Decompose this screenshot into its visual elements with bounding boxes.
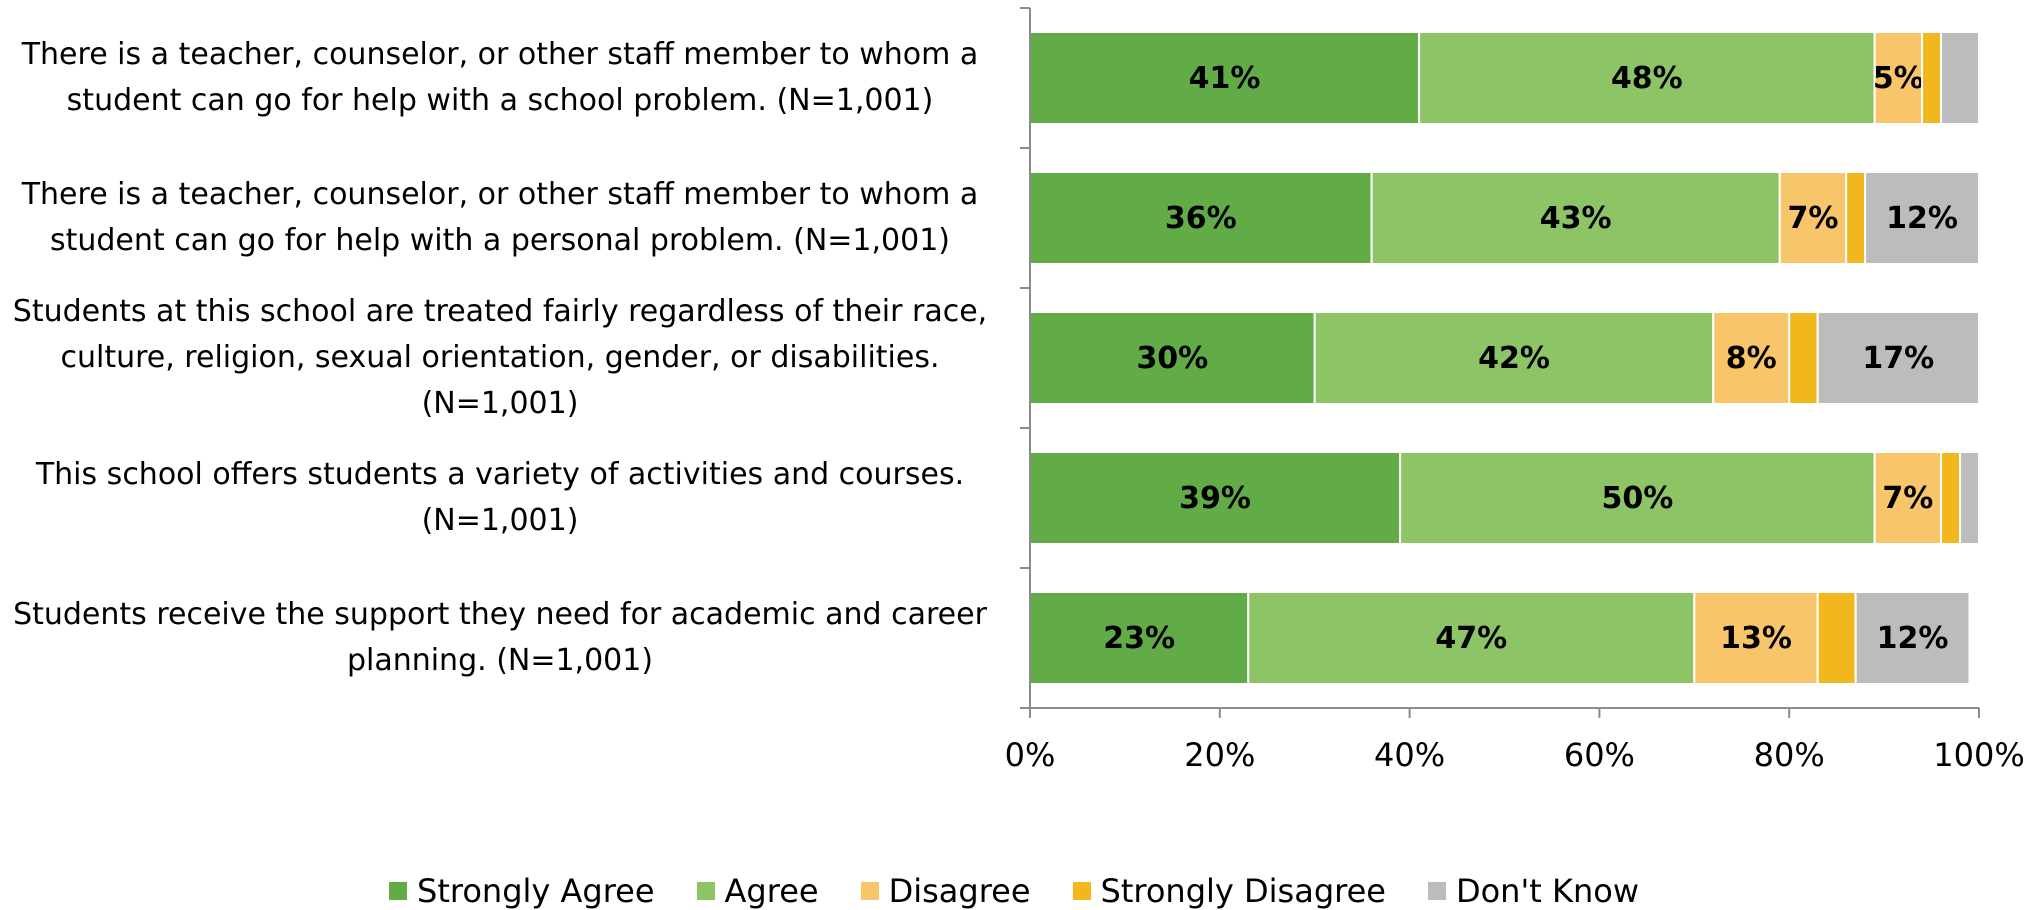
data-label: 50% (1601, 481, 1673, 516)
bar-agree-2 (1370, 171, 1781, 265)
bar-disagree-5 (1693, 591, 1819, 685)
bar-don-t-know-3 (1816, 311, 1981, 405)
bar-strongly-agree-4 (1029, 451, 1402, 545)
legend-label: Disagree (888, 872, 1031, 910)
data-label: 7% (1882, 481, 1933, 516)
bar-strongly-agree-1 (1029, 31, 1421, 125)
legend-swatch (1427, 882, 1446, 900)
category-label-line: culture, religion, sexual orientation, g… (60, 340, 940, 375)
bar-strongly-disagree-4 (1940, 451, 1962, 545)
category-label-line: student can go for help with a personal … (49, 223, 950, 258)
category-label-5: Students receive the support they need f… (0, 592, 1000, 684)
category-label-2: There is a teacher, counselor, or other … (0, 172, 1000, 264)
bar-strongly-disagree-1 (1921, 31, 1943, 125)
legend-label: Strongly Agree (417, 872, 655, 910)
bar-strongly-agree-2 (1029, 171, 1373, 265)
category-label-line: Students at this school are treated fair… (12, 294, 988, 329)
x-tick-label: 0% (1005, 736, 1056, 774)
data-label: 47% (1435, 621, 1507, 656)
x-tick-label: 20% (1184, 736, 1255, 774)
category-label-line: There is a teacher, counselor, or other … (21, 177, 979, 212)
legend-swatch (696, 882, 715, 900)
bar-strongly-disagree-2 (1845, 171, 1867, 265)
data-label: 42% (1478, 341, 1550, 376)
legend: Strongly Agree Agree Disagree Strongly Disa… (0, 872, 2028, 910)
data-label: 7% (1787, 201, 1838, 236)
data-label: 36% (1165, 201, 1237, 236)
data-label: 48% (1611, 61, 1683, 96)
bar-don-t-know-2 (1864, 171, 1980, 265)
category-label-line: planning. (N=1,001) (346, 643, 654, 678)
legend-label: Don't Know (1455, 872, 1639, 910)
category-label-line: student can go for help with a school pr… (66, 83, 934, 118)
bar-disagree-3 (1712, 311, 1791, 405)
bars-group: 41% 48% 5% 36% 43% 7% 12% 30% 42% 8% 17% 39% 50% 7% 23… (1029, 31, 1981, 685)
bar-don-t-know-1 (1940, 31, 1981, 125)
legend-swatch (1072, 882, 1091, 900)
bar-agree-4 (1399, 451, 1876, 545)
data-label: 5% (1873, 61, 1924, 96)
data-label: 39% (1179, 481, 1251, 516)
data-label: 12% (1886, 201, 1958, 236)
bar-don-t-know-5 (1854, 591, 1971, 685)
legend-item: Disagree (860, 872, 1031, 910)
legend-item: Don't Know (1427, 872, 1639, 910)
data-label: 30% (1136, 341, 1208, 376)
x-tick-label: 80% (1754, 736, 1825, 774)
data-label: 41% (1189, 61, 1261, 96)
category-label-line: (N=1,001) (421, 386, 579, 421)
data-label: 8% (1726, 341, 1777, 376)
bar-agree-5 (1247, 591, 1696, 685)
x-tick-label: 100% (1933, 736, 2024, 774)
legend-item: Agree (696, 872, 819, 910)
bar-strongly-disagree-3 (1788, 311, 1819, 405)
category-label-line: Students receive the support they need f… (13, 597, 987, 632)
category-label-3: Students at this school are treated fair… (0, 289, 1000, 427)
legend-swatch (389, 882, 408, 900)
legend-label: Agree (724, 872, 819, 910)
data-label: 23% (1103, 621, 1175, 656)
legend-item: Strongly Agree (389, 872, 655, 910)
data-label: 13% (1720, 621, 1792, 656)
category-label-1: There is a teacher, counselor, or other … (0, 32, 1000, 124)
category-label-4: This school offers students a variety of… (0, 452, 1000, 544)
category-label-line: This school offers students a variety of… (35, 457, 965, 492)
bar-don-t-know-4 (1959, 451, 1981, 545)
category-label-line: There is a teacher, counselor, or other … (21, 37, 979, 72)
data-label: 12% (1877, 621, 1949, 656)
data-label: 43% (1540, 201, 1612, 236)
bar-strongly-disagree-5 (1816, 591, 1857, 685)
legend-item: Strongly Disagree (1072, 872, 1386, 910)
category-label-line: (N=1,001) (421, 503, 579, 538)
data-label: 17% (1862, 341, 1934, 376)
legend-label: Strongly Disagree (1100, 872, 1386, 910)
x-tick-label: 40% (1374, 736, 1445, 774)
bar-agree-1 (1418, 31, 1876, 125)
axes-group: 0% 20% 40% 60% 80% 100% (1005, 7, 2025, 774)
x-tick-label: 60% (1564, 736, 1635, 774)
legend-swatch (860, 882, 879, 900)
